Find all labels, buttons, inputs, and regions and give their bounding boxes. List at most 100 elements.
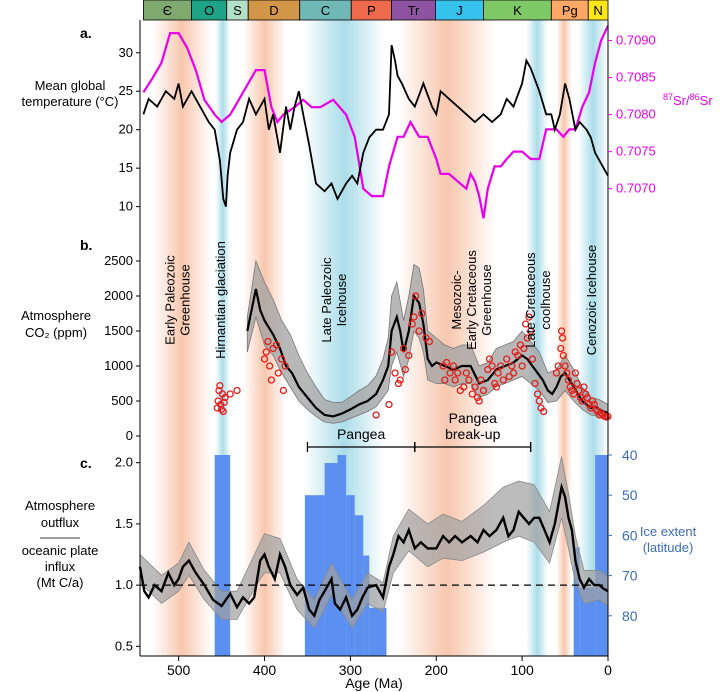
co2-proxy-point xyxy=(266,362,274,370)
period-label: Tr xyxy=(408,3,420,18)
x-tick-label: 400 xyxy=(253,662,277,678)
co2-proxy-point xyxy=(494,369,502,377)
co2-proxy-point xyxy=(394,379,403,388)
y-tick-label: 2.0 xyxy=(115,455,133,470)
period-label: O xyxy=(204,3,214,18)
co2-proxy-point xyxy=(552,369,561,377)
co2-proxy-point xyxy=(479,386,488,395)
co2-proxy-point xyxy=(226,390,234,398)
y-axis-title-a: Mean global xyxy=(35,78,106,93)
co2-proxy-point xyxy=(274,369,282,377)
climate-annotation: Mesozoic- xyxy=(449,270,464,329)
co2-proxy-point xyxy=(473,393,482,402)
sr-tick-label: 0.7075 xyxy=(616,144,656,159)
y-tick-label: 30 xyxy=(119,45,133,60)
co2-proxy-point xyxy=(272,341,281,349)
co2-proxy-point xyxy=(518,362,526,370)
co2-proxy-point xyxy=(573,379,581,388)
y-tick-label: 20 xyxy=(119,122,133,137)
co2-proxy-point xyxy=(279,386,288,395)
climate-annotation: Early Paleozoic xyxy=(163,255,178,345)
y-tick-label: 1.5 xyxy=(115,516,133,531)
co2-proxy-point xyxy=(281,362,289,370)
ice-extent-block xyxy=(304,495,325,656)
co2-proxy-point xyxy=(521,320,530,328)
co2-proxy-point xyxy=(490,379,499,388)
co2-proxy-point xyxy=(477,376,485,384)
y-tick-label: 25 xyxy=(119,83,133,98)
co2-proxy-point xyxy=(492,383,501,391)
ice-axis-title: (latitude) xyxy=(643,540,694,555)
y-tick-label: 0 xyxy=(126,428,133,443)
co2-proxy-point xyxy=(531,379,539,388)
co2-proxy-point xyxy=(411,292,420,300)
y-axis-title-a: temperature (°C) xyxy=(22,94,119,109)
x-tick-label: 0 xyxy=(604,662,612,678)
flux-line xyxy=(138,482,609,619)
co2-proxy-point xyxy=(441,376,449,384)
co2-proxy-point xyxy=(575,386,583,395)
co2-proxy-point xyxy=(401,365,409,374)
sr-tick-label: 0.7080 xyxy=(616,107,656,122)
y-tick-label: 1500 xyxy=(104,323,133,338)
x-tick-label: 300 xyxy=(339,662,363,678)
co2-proxy-point xyxy=(418,309,426,318)
co2-proxy-point xyxy=(554,362,562,370)
panel-label-b: b. xyxy=(80,237,92,253)
y-tick-label: 15 xyxy=(119,160,133,175)
co2-proxy-point xyxy=(442,358,451,367)
co2-proxy-point xyxy=(561,362,569,370)
ice-extent-block xyxy=(214,455,231,656)
ice-extent-block xyxy=(346,495,355,656)
co2-proxy-point xyxy=(408,320,416,328)
co2-proxy-point xyxy=(533,390,542,398)
co2-proxy-point xyxy=(588,397,597,405)
co2-proxy-point xyxy=(535,397,543,405)
co2-proxy-point xyxy=(558,334,567,342)
co2-proxy-point xyxy=(528,355,537,363)
co2-proxy-point xyxy=(580,383,588,391)
climate-annotation: Greenhouse xyxy=(479,264,494,336)
co2-proxy-point xyxy=(505,372,513,381)
series-lines xyxy=(138,25,609,619)
co2-proxy-point xyxy=(485,355,494,363)
co2-proxy-point xyxy=(387,348,396,356)
y-axis-title-c: influx xyxy=(45,559,76,574)
co2-proxy-point xyxy=(399,344,408,353)
ice-axis-title: Ice extent xyxy=(640,524,697,539)
co2-proxy-point xyxy=(594,407,602,416)
climate-annotation: Icehouse xyxy=(334,274,349,327)
period-label: N xyxy=(593,3,602,18)
bracket-label: break-up xyxy=(445,426,500,442)
co2-proxy-point xyxy=(454,369,462,377)
ice-tick-label: 50 xyxy=(622,487,638,503)
co2-proxy-point xyxy=(262,348,270,356)
co2-proxy-point xyxy=(221,393,229,402)
y-tick-label: 2500 xyxy=(104,253,133,268)
x-tick-label: 200 xyxy=(425,662,449,678)
ice-extent-block xyxy=(579,587,596,656)
co2-proxy-point xyxy=(527,327,535,335)
panel-label-a: a. xyxy=(80,25,92,41)
co2-proxy-point xyxy=(267,376,276,384)
co2-proxy-point xyxy=(557,344,565,353)
y-axis-title-c: oceanic plate xyxy=(22,543,99,558)
bracket-label: Pangea xyxy=(337,426,385,442)
co2-proxy-point xyxy=(219,407,227,416)
co2-proxy-point xyxy=(217,405,226,414)
co2-proxy-point xyxy=(576,393,585,402)
co2-proxy-point xyxy=(391,369,399,377)
period-label: C xyxy=(321,3,330,18)
y-axis-title-c: (Mt C/a) xyxy=(37,575,84,590)
co2-proxy-point xyxy=(539,407,548,416)
co2-proxy-point xyxy=(216,381,224,390)
co2-proxy-point xyxy=(566,383,574,391)
temperature-line xyxy=(142,44,609,207)
y-tick-label: 2000 xyxy=(104,288,133,303)
sr-tick-label: 0.7070 xyxy=(616,181,656,196)
co2-proxy-point xyxy=(396,376,404,384)
co2-proxy-point xyxy=(260,355,269,363)
co2-proxy-point xyxy=(372,411,380,419)
ice-extent-block xyxy=(337,455,347,656)
climate-annotation: Late Cretaceous xyxy=(523,252,538,348)
